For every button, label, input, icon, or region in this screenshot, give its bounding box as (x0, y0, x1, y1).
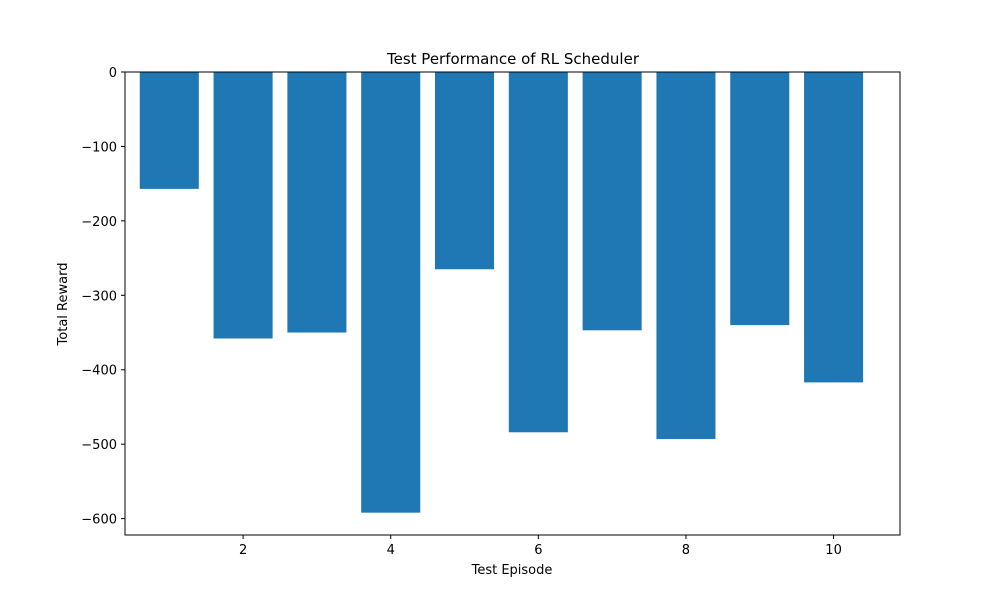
chart-title: Test Performance of RL Scheduler (386, 50, 640, 68)
bar-group (139, 72, 864, 513)
y-tick-label: −600 (81, 513, 117, 528)
bar-episode-7 (582, 72, 642, 331)
bar-episode-10 (804, 72, 864, 383)
x-tick-label: 6 (534, 543, 542, 558)
bar-episode-3 (287, 72, 347, 333)
plot-frame (124, 71, 901, 536)
bar-episode-4 (361, 72, 421, 513)
y-tick-label: −500 (81, 438, 117, 453)
y-tick-label: −300 (81, 289, 117, 304)
y-tick-label: 0 (109, 66, 117, 81)
x-axis-label: Test Episode (471, 563, 553, 578)
bar-episode-2 (213, 72, 273, 339)
bar-episode-1 (139, 72, 199, 189)
bar-episode-9 (730, 72, 790, 326)
y-axis-ticks: 0 −100 −200 −300 −400 −500 −600 (81, 66, 125, 528)
bar-episode-6 (508, 72, 568, 433)
x-axis-ticks: 2 4 6 8 10 (239, 535, 842, 558)
y-axis-label: Total Reward (56, 263, 71, 347)
x-tick-label: 4 (387, 543, 395, 558)
y-tick-label: −100 (81, 140, 117, 155)
x-tick-label: 8 (682, 543, 690, 558)
x-tick-label: 2 (239, 543, 247, 558)
bar-episode-8 (656, 72, 716, 439)
y-tick-label: −400 (81, 364, 117, 379)
y-tick-label: −200 (81, 215, 117, 230)
x-tick-label: 10 (825, 543, 842, 558)
bar-episode-5 (435, 72, 495, 270)
